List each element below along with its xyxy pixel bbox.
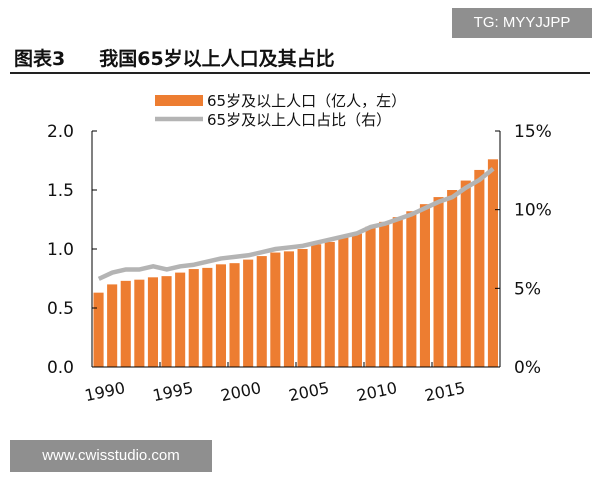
bar-2012	[392, 217, 403, 367]
left-tick-label: 2.0	[47, 122, 74, 142]
right-tick-label: 5%	[514, 279, 541, 299]
bar-1995	[161, 276, 172, 367]
x-tick-label: 2015	[423, 378, 467, 405]
bar-1999	[215, 264, 226, 367]
bar-2015	[433, 197, 444, 367]
bar-1992	[120, 280, 131, 367]
bar-2013	[406, 211, 417, 367]
x-tick-label: 2005	[287, 378, 331, 405]
legend-line-label: 65岁及以上人口占比（右）	[207, 111, 391, 129]
chart-title: 图表3 我国65岁以上人口及其占比	[14, 44, 335, 71]
bar-2009	[351, 233, 362, 367]
bar-2003	[270, 252, 281, 367]
bar-1994	[147, 277, 158, 367]
bar-2017	[460, 180, 471, 367]
bar-2004	[283, 251, 294, 367]
bar-2011	[379, 221, 390, 367]
bar-1998	[202, 267, 213, 367]
watermark: TG: MYYJJPP	[452, 8, 592, 38]
left-tick-label: 1.0	[47, 240, 74, 260]
bar-2019	[487, 159, 498, 367]
bar-2002	[256, 256, 267, 367]
bar-1991	[107, 284, 118, 367]
bar-2010	[365, 226, 376, 367]
bar-2007	[324, 241, 335, 367]
legend-bar-swatch	[155, 95, 203, 106]
bar-2018	[474, 169, 485, 367]
right-tick-label: 10%	[514, 201, 552, 221]
bar-2001	[243, 259, 254, 367]
bar-1996	[175, 272, 186, 367]
bar-1997	[188, 269, 199, 367]
left-tick-label: 1.5	[47, 181, 74, 201]
x-tick-label: 1995	[151, 378, 195, 405]
ratio-line	[97, 167, 495, 281]
x-tick-label: 2000	[219, 378, 263, 405]
bar-2000	[229, 263, 240, 367]
left-tick-label: 0.5	[47, 299, 74, 319]
right-tick-label: 15%	[514, 122, 552, 142]
left-tick-label: 0.0	[47, 358, 74, 378]
bar-2014	[419, 204, 430, 367]
x-tick-label: 2010	[355, 378, 399, 405]
title-rule	[10, 72, 590, 74]
legend-bar-label: 65岁及以上人口（亿人，左）	[207, 92, 406, 110]
right-tick-label: 0%	[514, 358, 541, 378]
figure-label: 图表3	[14, 48, 66, 70]
title-text: 我国65岁以上人口及其占比	[99, 48, 335, 70]
bar-1993	[134, 279, 145, 367]
bar-2016	[447, 190, 458, 367]
bar-2005	[297, 249, 308, 367]
bar-2008	[338, 237, 349, 367]
x-tick-label: 1990	[83, 378, 127, 405]
site-watermark: www.cwisstudio.com	[10, 440, 212, 472]
bar-1990	[93, 292, 104, 367]
bar-2006	[311, 244, 322, 367]
